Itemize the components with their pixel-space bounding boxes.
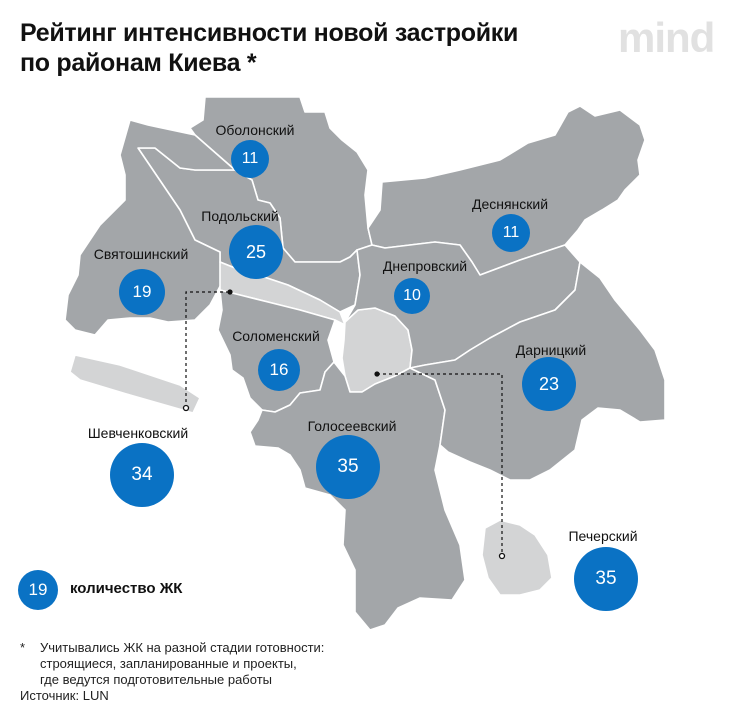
district-label-holosiivsky: Голосеевский <box>307 418 397 434</box>
district-pechersky-south[interactable] <box>481 519 553 596</box>
footnote-marker: * <box>20 640 26 655</box>
footnote-line-1: Учитывались ЖК на разной стадии готовнос… <box>40 640 325 655</box>
district-count-sviatoshynsky: 19 <box>119 269 165 315</box>
footnote-line-3: где ведутся подготовительные работы <box>40 672 272 687</box>
district-label-podolsky: Подольский <box>201 208 279 224</box>
page-title: Рейтинг интенсивности новой застройки по… <box>20 18 620 78</box>
district-count-desniansky: 11 <box>492 214 530 252</box>
district-label-darnytsky: Дарницкий <box>515 342 587 358</box>
district-label-pechersky: Печерский <box>568 528 638 544</box>
title-line-1: Рейтинг интенсивности новой застройки <box>20 19 519 47</box>
district-label-dniprovsky: Днепровский <box>382 258 468 274</box>
district-count-obolonsky: 11 <box>231 140 269 178</box>
district-label-shevchenkovsky: Шевченковский <box>87 425 189 441</box>
pechersky-pointer-end <box>498 552 506 560</box>
shevchenkovsky-pointer-dot <box>227 289 233 295</box>
title-line-2: по районам Киева * <box>20 49 257 77</box>
shevchenkovsky-pointer-end <box>182 404 190 412</box>
pechersky-pointer-dot <box>374 371 380 377</box>
legend-sample-badge: 19 <box>18 570 58 610</box>
district-label-solomensky: Соломенский <box>232 328 320 344</box>
district-label-sviatoshynsky: Святошинский <box>93 246 189 262</box>
district-label-obolonsky: Оболонский <box>215 122 295 138</box>
mind-logo: mind <box>618 14 715 61</box>
legend-label: количество ЖК <box>70 580 183 597</box>
district-label-desniansky: Деснянский <box>471 196 549 212</box>
footnote-line-2: строящиеся, запланированные и проекты, <box>40 656 297 671</box>
shevchenkovsky-pointer-line <box>185 291 230 408</box>
district-count-darnytsky: 23 <box>522 357 576 411</box>
district-shevchenkovsky-west[interactable] <box>69 354 201 414</box>
pechersky-pointer-line <box>377 373 503 556</box>
district-count-pechersky: 35 <box>574 547 638 611</box>
source-note: Источник: LUN <box>20 688 109 703</box>
district-count-holosiivsky: 35 <box>316 435 380 499</box>
district-sviatoshynsky-area[interactable] <box>64 119 236 336</box>
district-count-dniprovsky: 10 <box>394 278 430 314</box>
district-count-solomensky: 16 <box>258 349 300 391</box>
district-count-shevchenkovsky: 34 <box>110 443 174 507</box>
footnote-text: Учитывались ЖК на разной стадии готовнос… <box>40 640 400 688</box>
district-count-podolsky: 25 <box>229 225 283 279</box>
